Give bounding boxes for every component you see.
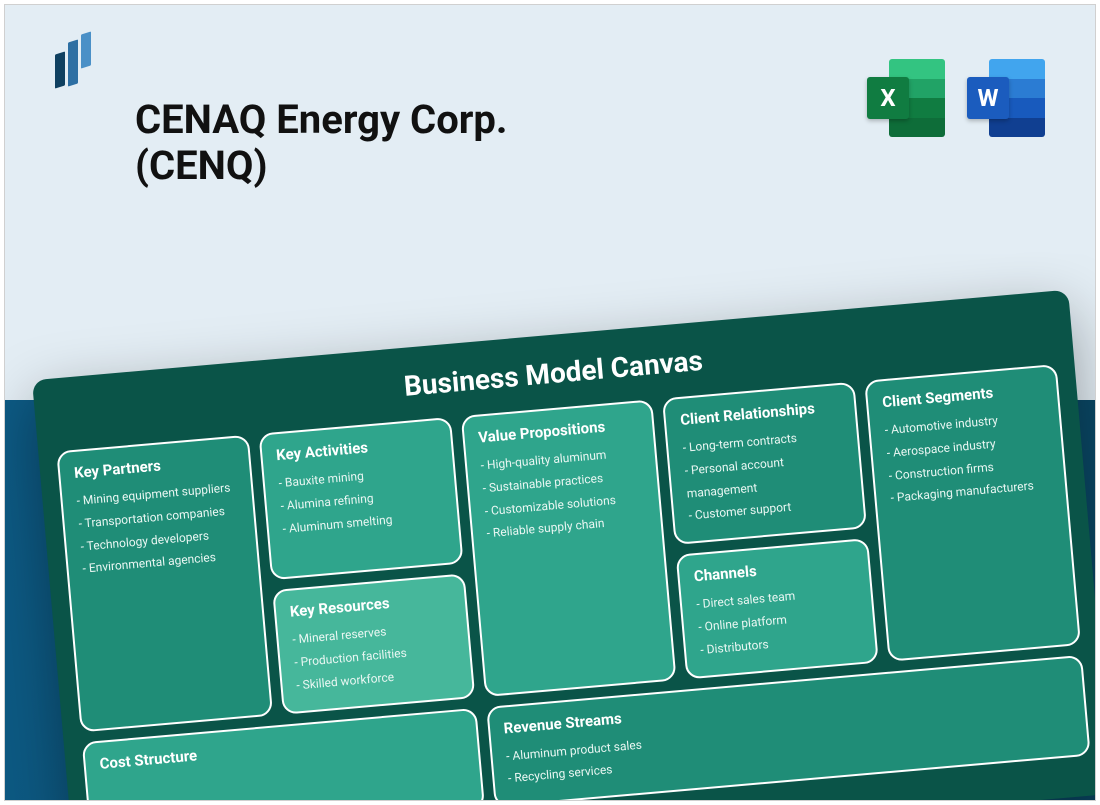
page-title: CENAQ Energy Corp. (CENQ) xyxy=(135,97,508,189)
title-line-1: CENAQ Energy Corp. xyxy=(135,97,508,143)
card-key-partners: Key Partners Mining equipment suppliersT… xyxy=(56,435,273,732)
card-items: Mining equipment suppliersTransportation… xyxy=(76,476,244,581)
card-items: Long-term contractsPersonal account mana… xyxy=(682,423,850,528)
card-items: Mineral reservesProduction facilitiesSki… xyxy=(291,615,457,697)
card-channels: Channels Direct sales teamOnline platfor… xyxy=(676,538,879,679)
card-items: Direct sales teamOnline platformDistribu… xyxy=(695,579,861,661)
frame: CENAQ Energy Corp. (CENQ) X W Business xyxy=(4,4,1096,801)
canvas-wrap: Business Model Canvas Key Partners Minin… xyxy=(32,290,1096,801)
excel-icon[interactable]: X xyxy=(867,59,945,137)
card-items: Bauxite miningAlumina refiningAluminum s… xyxy=(278,458,444,540)
card-value-propositions: Value Propositions High-quality aluminum… xyxy=(460,399,677,696)
card-key-resources: Key Resources Mineral reservesProduction… xyxy=(272,574,475,715)
card-client-segments: Client Segments Automotive industryAeros… xyxy=(864,364,1081,661)
excel-badge: X xyxy=(867,77,909,119)
business-model-canvas: Business Model Canvas Key Partners Minin… xyxy=(32,290,1096,801)
title-line-2: (CENQ) xyxy=(135,143,508,189)
card-items: Automotive industryAerospace industryCon… xyxy=(884,405,1052,510)
logo-bar-2 xyxy=(68,39,78,86)
canvas-grid: Key Partners Mining equipment suppliersT… xyxy=(56,364,1090,801)
card-title: Cost Structure xyxy=(99,723,463,773)
logo-bar-1 xyxy=(55,51,65,88)
app-icons: X W xyxy=(867,59,1045,137)
card-items: High-quality aluminumSustainable practic… xyxy=(480,441,648,546)
brand-logo xyxy=(55,33,97,89)
word-badge: W xyxy=(967,77,1009,119)
card-client-relationships: Client Relationships Long-term contracts… xyxy=(662,382,867,545)
card-key-activities: Key Activities Bauxite miningAlumina ref… xyxy=(258,417,463,580)
logo-bar-3 xyxy=(81,31,91,68)
word-icon[interactable]: W xyxy=(967,59,1045,137)
